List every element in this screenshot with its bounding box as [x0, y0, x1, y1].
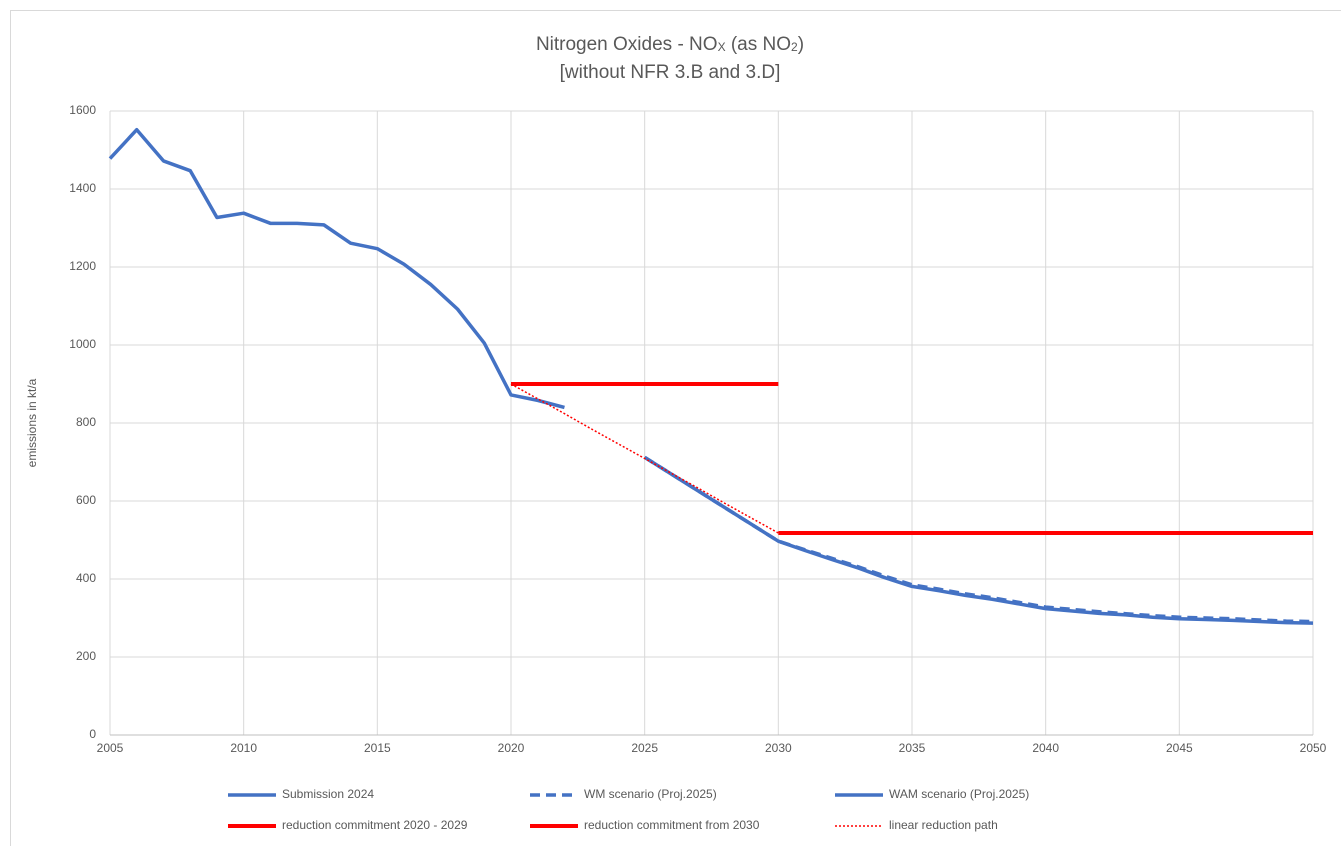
y-tick-label: 1400	[69, 181, 96, 195]
x-tick-label: 2045	[1166, 741, 1193, 755]
x-tick-label: 2005	[97, 741, 124, 755]
legend-label: linear reduction path	[889, 818, 998, 832]
y-axis-label: emissions in kt/a	[25, 378, 39, 467]
legend-label: WAM scenario (Proj.2025)	[889, 787, 1029, 801]
legend-label: reduction commitment from 2030	[584, 818, 760, 832]
y-tick-label: 400	[76, 571, 96, 585]
y-tick-label: 200	[76, 649, 96, 663]
title-part: )	[798, 34, 804, 55]
x-tick-label: 2030	[765, 741, 792, 755]
x-tick-label: 2035	[899, 741, 926, 755]
chart-frame	[11, 11, 1341, 847]
x-tick-label: 2015	[364, 741, 391, 755]
y-tick-label: 600	[76, 493, 96, 507]
x-tick-label: 2010	[230, 741, 257, 755]
y-tick-label: 1200	[69, 259, 96, 273]
y-tick-label: 800	[76, 415, 96, 429]
title-part: Nitrogen Oxides - NO	[536, 34, 718, 55]
x-tick-label: 2050	[1300, 741, 1327, 755]
chart-title: Nitrogen Oxides - NOX (as NO2)	[536, 34, 804, 55]
x-tick-label: 2025	[631, 741, 658, 755]
chart-subtitle: [without NFR 3.B and 3.D]	[560, 62, 781, 83]
legend-label: WM scenario (Proj.2025)	[584, 787, 717, 801]
y-tick-label: 1000	[69, 337, 96, 351]
legend-label: Submission 2024	[282, 787, 374, 801]
x-tick-label: 2020	[498, 741, 525, 755]
title-part: (as NO	[726, 34, 791, 55]
title-part: X	[718, 40, 726, 54]
y-tick-label: 0	[89, 727, 96, 741]
x-tick-label: 2040	[1032, 741, 1059, 755]
legend-label: reduction commitment 2020 - 2029	[282, 818, 468, 832]
y-tick-label: 1600	[69, 103, 96, 117]
